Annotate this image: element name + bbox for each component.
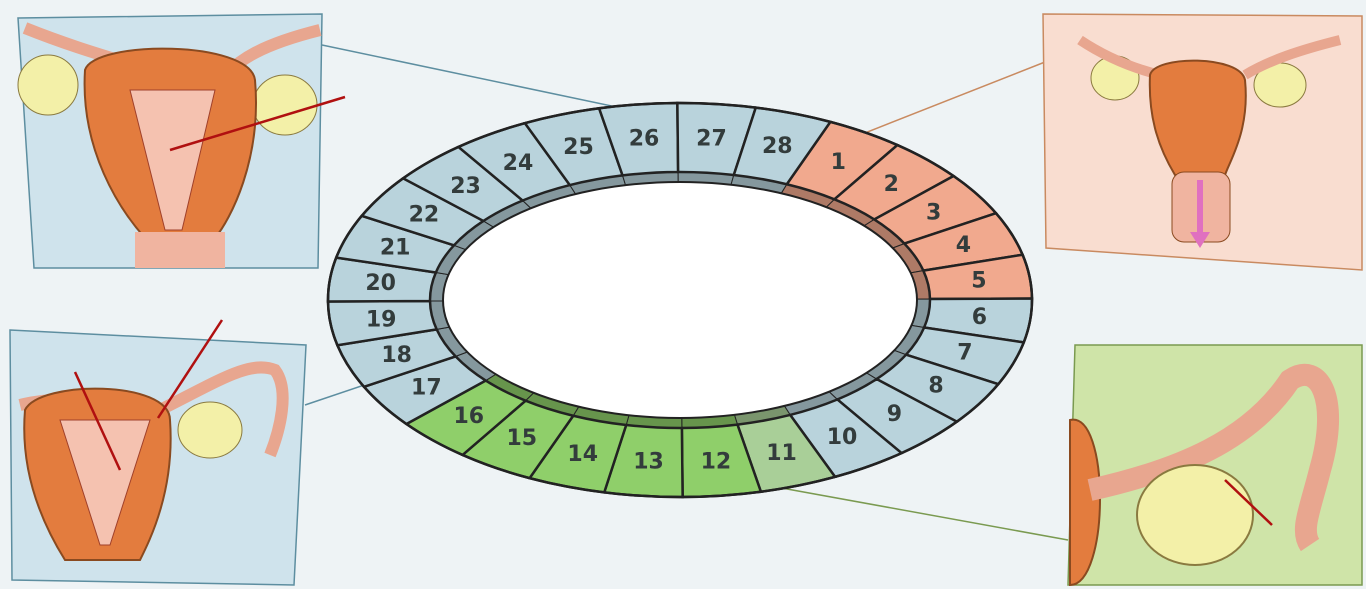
day-label: 19 xyxy=(366,307,397,332)
ring-hole xyxy=(443,182,917,418)
day-label: 15 xyxy=(506,426,537,451)
cycle-diagram: 1234567891011121314151617181920212223242… xyxy=(0,0,1366,589)
day-label: 21 xyxy=(380,235,411,260)
day-label: 26 xyxy=(629,127,660,152)
day-label: 20 xyxy=(365,271,396,296)
day-label: 9 xyxy=(887,402,902,427)
day-label: 12 xyxy=(701,449,732,474)
day-label: 16 xyxy=(453,404,484,429)
day-label: 1 xyxy=(831,150,846,175)
day-label: 14 xyxy=(567,442,598,467)
day-label: 5 xyxy=(971,269,986,294)
day-label: 18 xyxy=(381,343,412,368)
illustration-panel xyxy=(1043,14,1362,270)
illustration-panel xyxy=(1068,345,1362,585)
day-label: 11 xyxy=(766,441,797,466)
day-label: 17 xyxy=(411,375,442,400)
day-label: 2 xyxy=(884,172,899,197)
cycle-ring: 1234567891011121314151617181920212223242… xyxy=(328,103,1032,497)
day-label: 25 xyxy=(563,135,594,160)
day-label: 23 xyxy=(450,174,481,199)
day-label: 24 xyxy=(503,151,534,176)
day-label: 8 xyxy=(928,373,943,398)
day-label: 3 xyxy=(926,201,941,226)
day-label: 22 xyxy=(409,203,440,228)
day-label: 13 xyxy=(633,450,664,475)
day-label: 27 xyxy=(696,126,727,151)
illustration-panel xyxy=(10,320,306,585)
day-label: 4 xyxy=(956,233,971,258)
illustration-panel xyxy=(18,14,345,268)
day-label: 28 xyxy=(762,134,793,159)
day-label: 10 xyxy=(827,425,858,450)
day-label: 7 xyxy=(957,341,972,366)
day-label: 6 xyxy=(972,305,987,330)
